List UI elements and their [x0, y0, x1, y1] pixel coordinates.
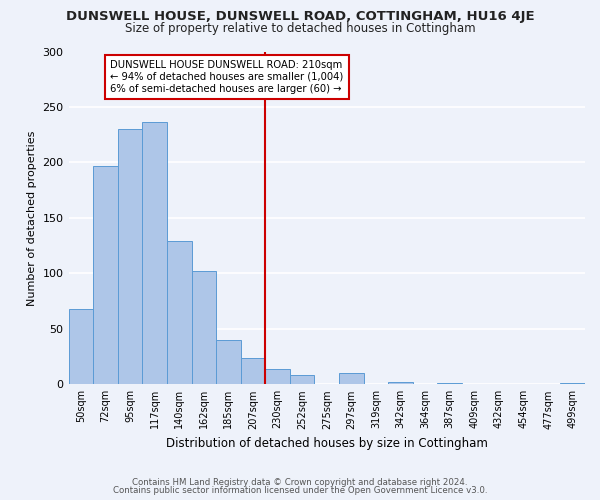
Bar [68, 309, 93, 384]
Bar [560, 383, 585, 384]
Bar [437, 383, 462, 384]
X-axis label: Distribution of detached houses by size in Cottingham: Distribution of detached houses by size … [166, 437, 488, 450]
Text: Size of property relative to detached houses in Cottingham: Size of property relative to detached ho… [125, 22, 475, 35]
Bar [339, 373, 364, 384]
Y-axis label: Number of detached properties: Number of detached properties [27, 130, 37, 306]
Text: Contains HM Land Registry data © Crown copyright and database right 2024.: Contains HM Land Registry data © Crown c… [132, 478, 468, 487]
Bar [290, 376, 314, 384]
Bar [118, 129, 142, 384]
Text: Contains public sector information licensed under the Open Government Licence v3: Contains public sector information licen… [113, 486, 487, 495]
Bar [142, 122, 167, 384]
Bar [216, 340, 241, 384]
Bar [241, 358, 265, 384]
Text: DUNSWELL HOUSE, DUNSWELL ROAD, COTTINGHAM, HU16 4JE: DUNSWELL HOUSE, DUNSWELL ROAD, COTTINGHA… [65, 10, 535, 23]
Bar [191, 271, 216, 384]
Bar [265, 369, 290, 384]
Text: DUNSWELL HOUSE DUNSWELL ROAD: 210sqm
← 94% of detached houses are smaller (1,004: DUNSWELL HOUSE DUNSWELL ROAD: 210sqm ← 9… [110, 60, 344, 94]
Bar [388, 382, 413, 384]
Bar [93, 166, 118, 384]
Bar [167, 241, 191, 384]
